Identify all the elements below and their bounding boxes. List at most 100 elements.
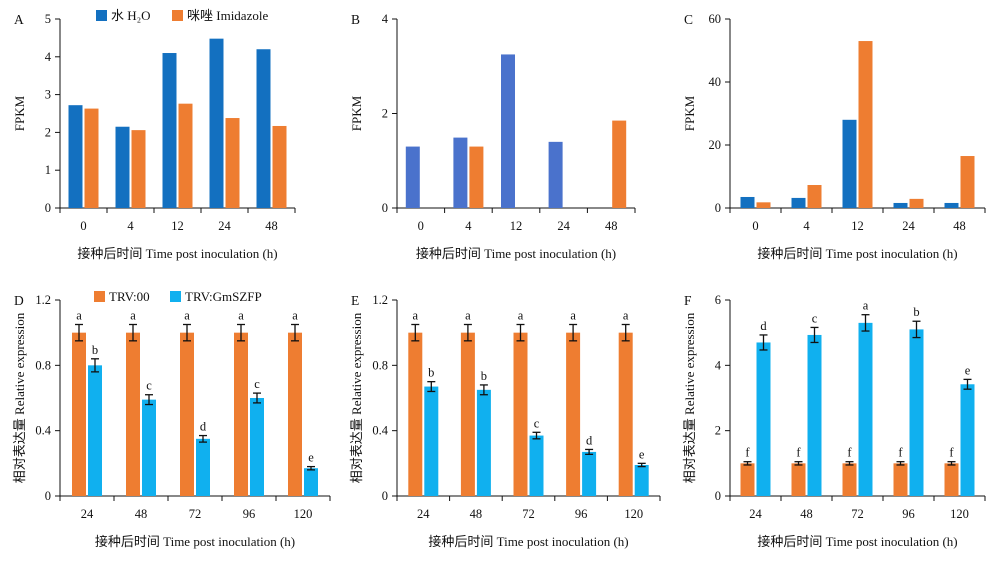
x-tick-label: 48 [800, 507, 813, 521]
x-tick-label: 24 [218, 219, 231, 233]
x-axis-label: 接种后时间 Time post inoculation (h) [416, 246, 616, 261]
x-tick-label: 120 [950, 507, 969, 521]
y-tick-label: 6 [715, 293, 721, 307]
significance-letter: d [200, 420, 207, 434]
x-tick-label: 4 [465, 219, 472, 233]
x-tick-label: 0 [80, 219, 86, 233]
x-tick-label: 96 [575, 507, 588, 521]
bar [756, 342, 771, 496]
significance-letter: a [413, 309, 419, 323]
y-tick-label: 0 [715, 201, 721, 215]
y-tick-label: 4 [45, 50, 52, 64]
significance-letter: e [965, 363, 971, 377]
y-tick-label: 0 [45, 201, 51, 215]
x-tick-label: 12 [171, 219, 184, 233]
bar [84, 108, 99, 208]
bar [88, 365, 102, 496]
bar [566, 332, 581, 496]
x-tick-label: 12 [851, 219, 864, 233]
significance-letter: d [586, 433, 593, 447]
significance-letter: a [238, 309, 244, 323]
x-axis-label: 接种后时间 Time post inoculation (h) [77, 246, 277, 261]
bar [272, 125, 287, 208]
significance-letter: f [745, 446, 750, 460]
bar [960, 156, 975, 208]
y-tick-label: 0 [382, 489, 388, 503]
x-tick-label: 24 [81, 507, 94, 521]
bar [582, 451, 597, 496]
legend-label: TRV:00 [109, 289, 150, 304]
legend-swatch [172, 10, 183, 21]
x-tick-label: 4 [803, 219, 810, 233]
bar [612, 120, 627, 208]
y-axis-label: FPKM [12, 95, 27, 131]
y-axis-label: 相对表达量 Relative expression [12, 312, 27, 483]
x-tick-label: 48 [265, 219, 278, 233]
y-tick-label: 0 [715, 489, 721, 503]
significance-letter: a [292, 309, 298, 323]
x-axis-label: 接种后时间 Time post inoculation (h) [757, 246, 957, 261]
bar [501, 54, 515, 208]
bar [460, 332, 475, 496]
legend-swatch [170, 291, 181, 302]
bar [529, 435, 544, 496]
bar [72, 332, 86, 496]
bar [634, 464, 649, 496]
significance-letter: a [623, 309, 629, 323]
significance-letter: b [428, 366, 434, 380]
bar [858, 322, 873, 496]
bar [807, 334, 822, 496]
bar [842, 463, 857, 496]
y-axis-label: FPKM [682, 95, 697, 131]
x-tick-label: 72 [522, 507, 535, 521]
bar [250, 398, 264, 496]
bar [178, 103, 193, 208]
bar [791, 197, 806, 208]
bar [807, 185, 822, 208]
panel-d: D 0 0.4 0.8 1.2 24 48 72 96 120 接种后时间 Time post in… [12, 289, 331, 549]
x-tick-label: 120 [624, 507, 643, 521]
x-tick-label: 96 [902, 507, 915, 521]
significance-letter: a [863, 299, 869, 313]
legend-label: TRV:GmSZFP [185, 289, 262, 304]
bar [909, 329, 924, 496]
bar [791, 463, 806, 496]
x-tick-label: 120 [294, 507, 313, 521]
bar [225, 118, 240, 208]
significance-letter: e [639, 447, 645, 461]
significance-letter: a [130, 309, 136, 323]
x-tick-label: 24 [749, 507, 762, 521]
y-tick-label: 3 [45, 88, 51, 102]
x-tick-label: 0 [752, 219, 758, 233]
significance-letter: a [465, 309, 471, 323]
bar [756, 202, 771, 208]
significance-letter: a [518, 309, 524, 323]
bar [469, 146, 484, 208]
bar [162, 53, 177, 208]
significance-letter: a [184, 309, 190, 323]
y-tick-label: 1.2 [35, 293, 51, 307]
bar [126, 332, 140, 496]
bar [740, 463, 755, 496]
panel-letter: B [351, 12, 360, 27]
panel-letter: C [684, 12, 693, 27]
legend-swatch [94, 291, 105, 302]
bar [256, 49, 271, 208]
bar [893, 463, 908, 496]
x-tick-label: 24 [902, 219, 915, 233]
bar [209, 38, 224, 208]
y-tick-label: 0.8 [35, 358, 51, 372]
x-tick-label: 4 [127, 219, 134, 233]
x-tick-label: 48 [953, 219, 966, 233]
significance-letter: c [534, 416, 540, 430]
bar [548, 141, 563, 208]
bar [115, 126, 130, 208]
bar [408, 332, 423, 496]
significance-letter: b [913, 305, 919, 319]
legend-label: 水 H₂O [111, 8, 151, 23]
x-tick-label: 96 [243, 507, 256, 521]
significance-letter: f [796, 446, 801, 460]
y-tick-label: 4 [382, 12, 389, 26]
bar [180, 332, 194, 496]
x-axis-label: 接种后时间 Time post inoculation (h) [757, 534, 957, 549]
